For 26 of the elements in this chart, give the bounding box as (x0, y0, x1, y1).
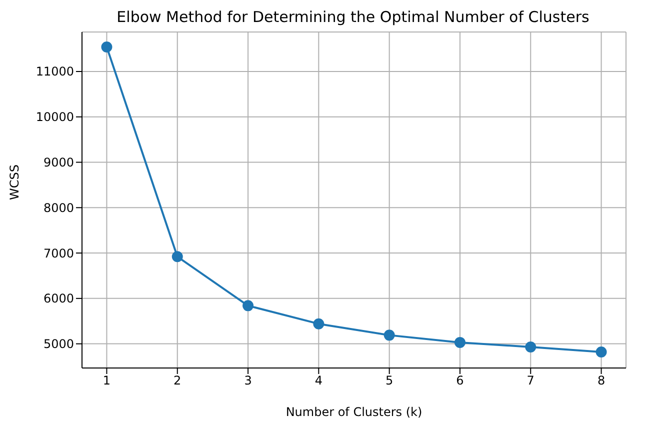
point (384, 330, 395, 341)
point (172, 251, 183, 262)
point (101, 41, 112, 52)
point (313, 318, 324, 330)
point (454, 336, 466, 348)
x-tick-label: 7 (526, 374, 534, 388)
y-axis-title: WCSS (7, 164, 22, 200)
x-tick-label: 8 (597, 374, 606, 388)
chart-title: Elbow Method for Determining the Optimal Number of Clusters (116, 8, 590, 28)
x-tick-label: 5 (386, 374, 394, 388)
point (242, 300, 254, 312)
y-tick-label: 10000 (36, 110, 74, 124)
point (525, 341, 536, 352)
y-tick-label: 6000 (43, 292, 74, 306)
y-tick-label: 9000 (43, 156, 74, 170)
x-axis-title: Number of Clusters (k) (286, 405, 422, 419)
x-tick-label: 3 (244, 374, 252, 388)
point (596, 346, 607, 358)
x-tick-label: 2 (174, 374, 182, 388)
x-tick-label: 4 (314, 374, 322, 388)
x-tick-label: 6 (456, 374, 464, 388)
y-tick-label: 7000 (43, 246, 74, 260)
y-tick-label: 8000 (43, 200, 74, 215)
x-tick-label: 1 (102, 374, 111, 388)
y-tick-label: 11000 (36, 64, 74, 79)
y-tick-label: 5000 (43, 337, 74, 352)
